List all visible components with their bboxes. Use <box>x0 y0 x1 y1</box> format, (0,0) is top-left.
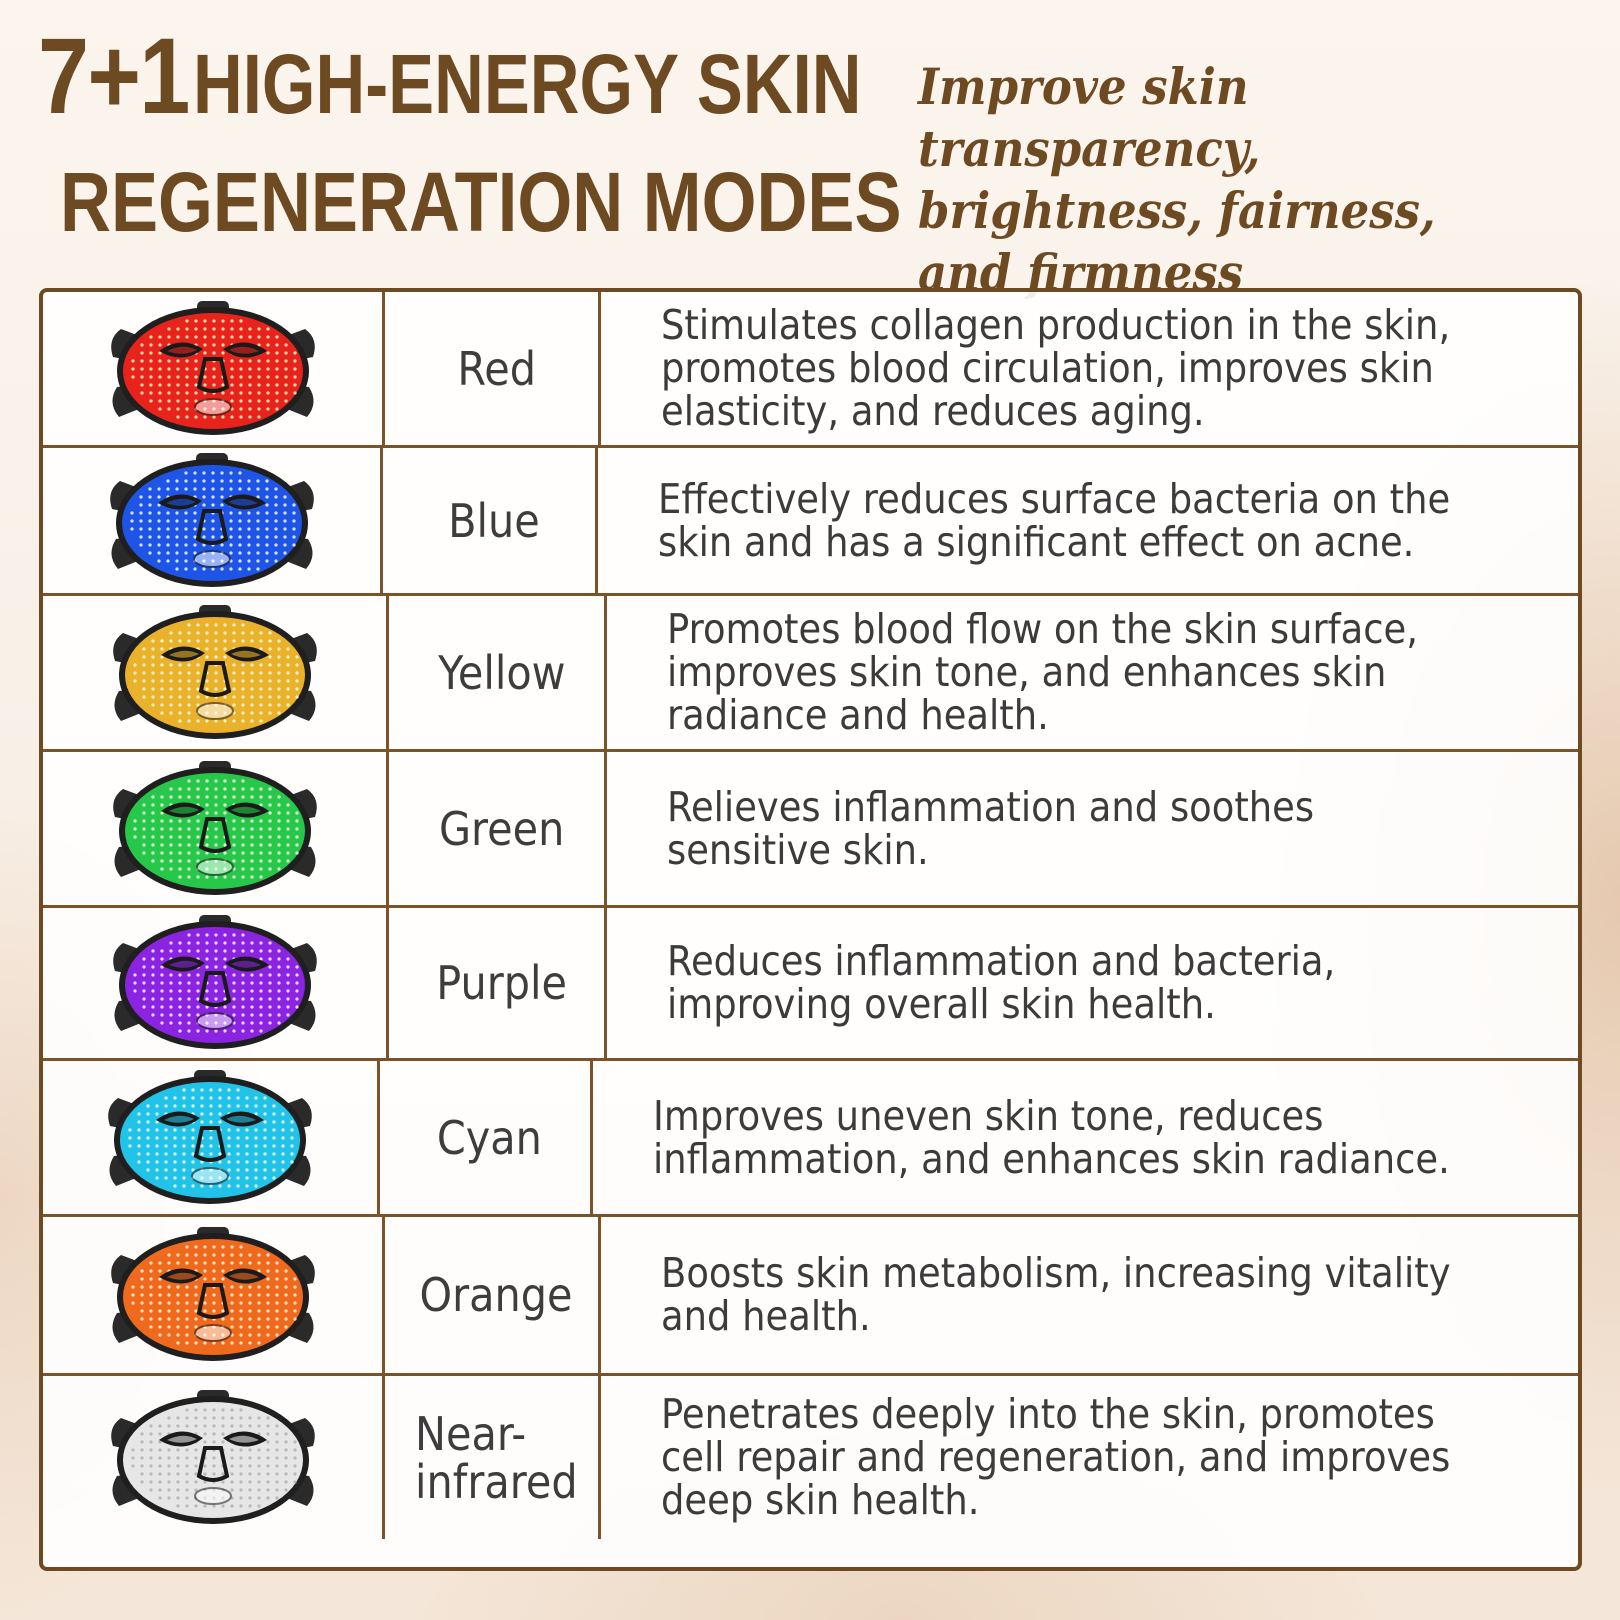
nose-cutout <box>196 1445 229 1482</box>
led-mask-blue-image <box>109 452 314 587</box>
mouth-cutout <box>195 857 234 876</box>
nose-cutout <box>198 971 231 1007</box>
nose-cutout <box>196 1283 229 1319</box>
mode-description: Effectively reduces surface bacteria on … <box>657 474 1450 566</box>
mouth-cutout <box>193 1486 232 1505</box>
mode-description: Improves uneven skin tone, reduces inflam… <box>652 1091 1450 1183</box>
mode-name: Purple <box>436 956 567 1010</box>
mouth-cutout <box>193 397 232 416</box>
mouth-cutout <box>193 1324 232 1342</box>
mode-row-red: Red Stimulates collagen production in th… <box>43 292 1578 448</box>
mode-name: Orange <box>419 1268 573 1322</box>
mask-image-cell <box>43 292 386 445</box>
mode-row-blue: Blue Effectively reduces surface bacteri… <box>43 448 1578 596</box>
nose-cutout <box>198 816 231 853</box>
tagline: Improve skin transparency, brightness, f… <box>918 57 1436 302</box>
led-mask-green-image <box>112 760 317 895</box>
nose-cutout <box>196 356 229 393</box>
led-dots <box>132 622 299 723</box>
mask-image-cell <box>43 908 389 1058</box>
header: 7+1 HIGH-ENERGY SKIN REGENERATION MODES … <box>0 0 1620 303</box>
mode-name: Near-infrared <box>415 1406 578 1509</box>
mask-image-cell <box>43 448 384 593</box>
led-mask-purple-image <box>112 915 317 1049</box>
mode-name: Cyan <box>437 1110 543 1165</box>
mode-description: Boosts skin metabolism, increasing vital… <box>660 1249 1451 1340</box>
mask-image-cell <box>43 596 389 749</box>
mode-description: Relieves inflammation and soothes sensiti… <box>667 782 1315 874</box>
mouth-cutout <box>195 701 234 720</box>
mouth-cutout <box>192 549 231 568</box>
nose-cutout <box>193 1125 227 1162</box>
mode-row-yellow: Yellow Promotes blood flow on the skin s… <box>43 596 1578 752</box>
mode-description: Promotes blood flow on the skin surface,… <box>667 605 1418 739</box>
mode-row-purple: Purple Reduces inflammation and bacteria… <box>43 908 1578 1061</box>
mouth-cutout <box>195 1012 234 1030</box>
mask-image-cell <box>43 1217 386 1373</box>
mode-row-orange: Orange Boosts skin metabolism, increasin… <box>43 1217 1578 1376</box>
title-text-line1: HIGH-ENERGY SKIN <box>193 37 862 131</box>
mode-description: Stimulates collagen production in the sk… <box>661 301 1451 435</box>
page-title-line2: REGENERATION MODES <box>60 155 902 249</box>
modes-table: Red Stimulates collagen production in th… <box>39 288 1582 1571</box>
mode-name: Red <box>457 341 537 396</box>
mode-description: Penetrates deeply into the skin, promote… <box>661 1390 1451 1524</box>
mode-row-green: Green Relieves inflammation and soothes s… <box>43 752 1578 908</box>
title-number: 7+1 <box>38 15 190 136</box>
mode-name: Green <box>438 801 565 856</box>
mode-description: Reduces inflammation and bacteria, improv… <box>667 937 1336 1028</box>
led-dots <box>128 1087 294 1188</box>
mode-row-near-infrared: Near-infrared Penetrates deeply into the… <box>43 1376 1578 1539</box>
mask-image-cell <box>43 1376 386 1539</box>
led-mask-yellow-image <box>112 604 317 739</box>
led-mask-cyan-image <box>108 1069 312 1204</box>
led-mask-red-image <box>110 300 315 435</box>
nose-cutout <box>195 508 228 545</box>
mask-image-cell <box>43 1061 380 1214</box>
mode-name: Yellow <box>437 645 566 700</box>
mode-name: Blue <box>448 493 540 548</box>
mouth-cutout <box>191 1166 229 1185</box>
mask-image-cell <box>43 752 389 905</box>
page-title-line1: 7+1 HIGH-ENERGY SKIN <box>38 22 1008 130</box>
led-mask-near-infrared-image <box>110 1389 315 1524</box>
nose-cutout <box>198 660 231 697</box>
led-dots <box>129 470 296 571</box>
mode-row-cyan: Cyan Improves uneven skin tone, reduces i… <box>43 1061 1578 1217</box>
led-mask-orange-image <box>110 1227 315 1361</box>
